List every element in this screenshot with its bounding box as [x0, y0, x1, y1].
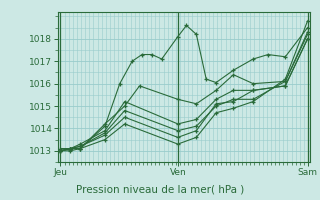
- Text: Pression niveau de la mer( hPa ): Pression niveau de la mer( hPa ): [76, 184, 244, 194]
